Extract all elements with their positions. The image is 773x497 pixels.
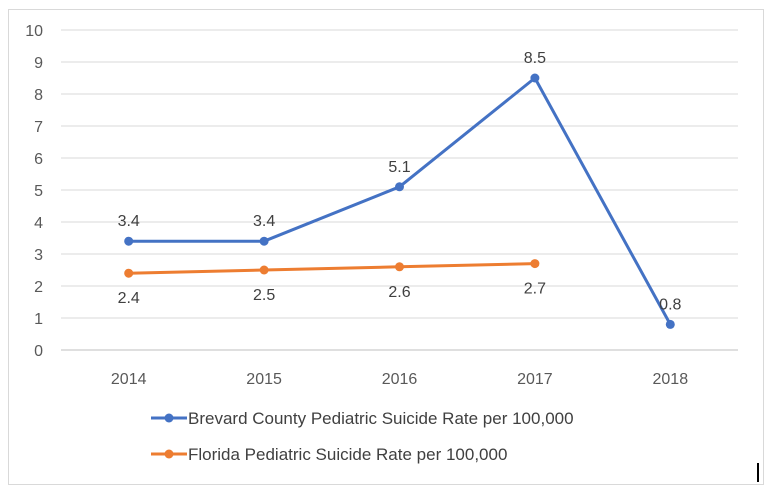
- data-point-2: [259, 265, 269, 275]
- y-tick-label: 9: [34, 55, 43, 72]
- data-point-2: [395, 262, 404, 272]
- y-tick-label: 2: [34, 279, 43, 296]
- data-point-2: [124, 268, 134, 278]
- y-tick-label: 6: [34, 151, 43, 168]
- data-label-1: 3.4: [253, 213, 275, 230]
- data-label-1: 5.1: [388, 159, 410, 176]
- x-tick-label: 2018: [653, 371, 689, 388]
- y-axis-tick-labels: 0 1 2 3 4 5 6 7 8 9 10: [25, 23, 43, 360]
- y-tick-label: 0: [34, 343, 43, 360]
- legend-label-2: Florida Pediatric Suicide Rate per 100,0…: [188, 445, 507, 464]
- legend: Brevard County Pediatric Suicide Rate pe…: [151, 409, 574, 464]
- data-point-1: [395, 182, 404, 192]
- y-tick-label: 8: [34, 87, 43, 104]
- data-point-1: [124, 236, 134, 246]
- y-tick-label: 3: [34, 247, 43, 264]
- y-tick-label: 7: [34, 119, 43, 136]
- y-tick-label: 10: [25, 23, 43, 40]
- gridlines: [61, 29, 738, 351]
- y-tick-label: 4: [34, 215, 43, 232]
- data-point-1: [259, 236, 269, 246]
- data-label-2: 2.7: [524, 281, 546, 298]
- chart-frame: [8, 9, 764, 485]
- data-label-1: 3.4: [118, 213, 140, 230]
- text-cursor: [757, 463, 759, 482]
- y-tick-label: 5: [34, 183, 43, 200]
- x-axis-tick-labels: 2014 2015 2016 2017 2018: [111, 371, 688, 388]
- x-tick-label: 2015: [246, 371, 282, 388]
- legend-label-1: Brevard County Pediatric Suicide Rate pe…: [188, 409, 574, 428]
- data-label-2: 2.6: [388, 284, 410, 301]
- legend-marker-1: [164, 413, 174, 423]
- data-point-1: [665, 319, 675, 329]
- data-point-1: [530, 73, 540, 83]
- data-label-1: 8.5: [524, 50, 546, 67]
- legend-marker-2: [164, 449, 174, 459]
- x-tick-label: 2014: [111, 371, 147, 388]
- data-label-2: 2.5: [253, 287, 275, 304]
- data-label-1: 0.8: [659, 296, 681, 313]
- data-label-2: 2.4: [118, 290, 140, 307]
- series-layer: [124, 73, 675, 329]
- x-tick-label: 2016: [382, 371, 418, 388]
- series-line-2: [128, 262, 535, 275]
- y-tick-label: 1: [34, 311, 43, 328]
- data-labels: 2.4 2.5 2.6 2.7 3.4 3.4 5.1 8.5 0.8: [118, 50, 682, 313]
- data-point-2: [530, 259, 540, 269]
- x-tick-label: 2017: [517, 371, 553, 388]
